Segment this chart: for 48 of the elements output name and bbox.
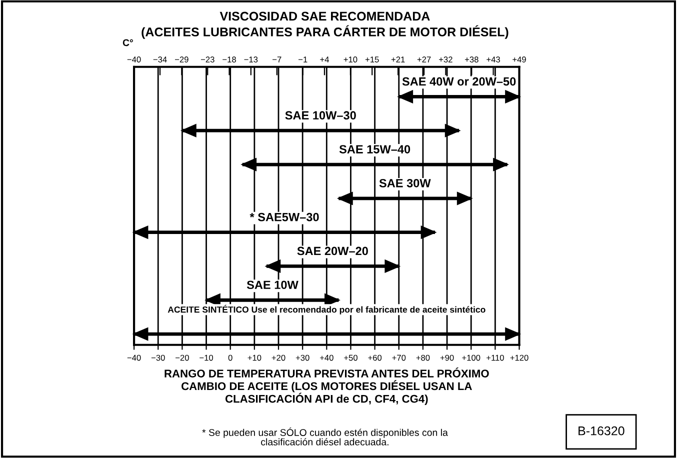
- x2-tick-label: −34: [153, 56, 167, 62]
- x2-tick-label: +43: [486, 56, 500, 62]
- x-tick-label: 0: [228, 354, 232, 361]
- x-tick-label: −10: [200, 354, 214, 361]
- y-tick-label: SAE 40W or 20W–50: [402, 77, 516, 86]
- y-tick-label: SAE 10W: [246, 280, 298, 290]
- x-tick-label: −20: [176, 354, 189, 361]
- x2-tick-label: +27: [417, 56, 431, 62]
- x-tick-label: +120: [510, 354, 528, 361]
- text: * Se pueden usar SÓLO cuando estén disponibles con la clasificación diésel adecuada.: [202, 427, 448, 446]
- x-tick-label: +70: [392, 354, 406, 361]
- x2-axis-title: C°: [122, 39, 133, 46]
- x-axis-title: RANGO DE TEMPERATURA PREVISTA ANTES DEL PRÓXIMO CAMBIO DE ACEITE (LOS MOTORES DIÉSEL USAN LA CLASIFICACIÓN API de CD, CF4, CG4): [164, 368, 489, 405]
- x-tick-label: +20: [272, 354, 286, 361]
- x2-tick-label: −1: [298, 56, 308, 62]
- x-tick-label: +90: [440, 354, 454, 361]
- chart-subtitle: (ACEITES LUBRICANTES PARA CÁRTER DE MOTOR DIÉSEL): [142, 25, 508, 39]
- x-tick-label: +80: [416, 354, 430, 361]
- y-tick-label: SAE 15W–40: [339, 145, 410, 154]
- x2-tick-label: −29: [175, 56, 188, 62]
- y-tick-label: SAE 10W–30: [285, 111, 356, 120]
- x-tick-label: −40: [127, 354, 141, 361]
- y-tick-label: ACEITE SINTÉTICO Use el recomendado por el fabricante de aceite sintético: [168, 304, 486, 314]
- x2-tick-label: +38: [464, 56, 478, 62]
- x2-tick-label: −23: [200, 56, 214, 62]
- y-tick-label: SAE 30W: [379, 178, 431, 188]
- x-tick-label: +50: [344, 354, 358, 361]
- x2-tick-label: −7: [272, 56, 282, 62]
- x-tick-label: +40: [320, 354, 334, 361]
- x2-tick-label: −40: [127, 56, 141, 62]
- x2-tick-label: +32: [439, 56, 452, 62]
- x-tick-label: −30: [151, 354, 165, 361]
- chart-title: VISCOSIDAD SAE RECOMENDADA: [220, 12, 430, 21]
- x2-tick-label: −13: [244, 56, 258, 62]
- x-tick-label: +10: [248, 354, 262, 361]
- x-tick-label: +30: [296, 354, 310, 361]
- x-tick-label: +110: [486, 354, 504, 361]
- y-tick-label: SAE 20W–20: [297, 246, 368, 256]
- x2-tick-label: −18: [222, 56, 236, 62]
- x2-tick-label: +15: [365, 56, 379, 62]
- x2-tick-label: +49: [512, 56, 526, 62]
- y-tick-label: * SAE5W–30: [250, 212, 319, 222]
- x2-tick-label: +4: [320, 56, 329, 62]
- x-tick-label: +100: [462, 354, 480, 361]
- x-tick-label: +60: [368, 354, 382, 361]
- x2-tick-label: +21: [391, 56, 405, 62]
- text: B-16320: [578, 426, 624, 436]
- x2-tick-label: +10: [344, 56, 358, 62]
